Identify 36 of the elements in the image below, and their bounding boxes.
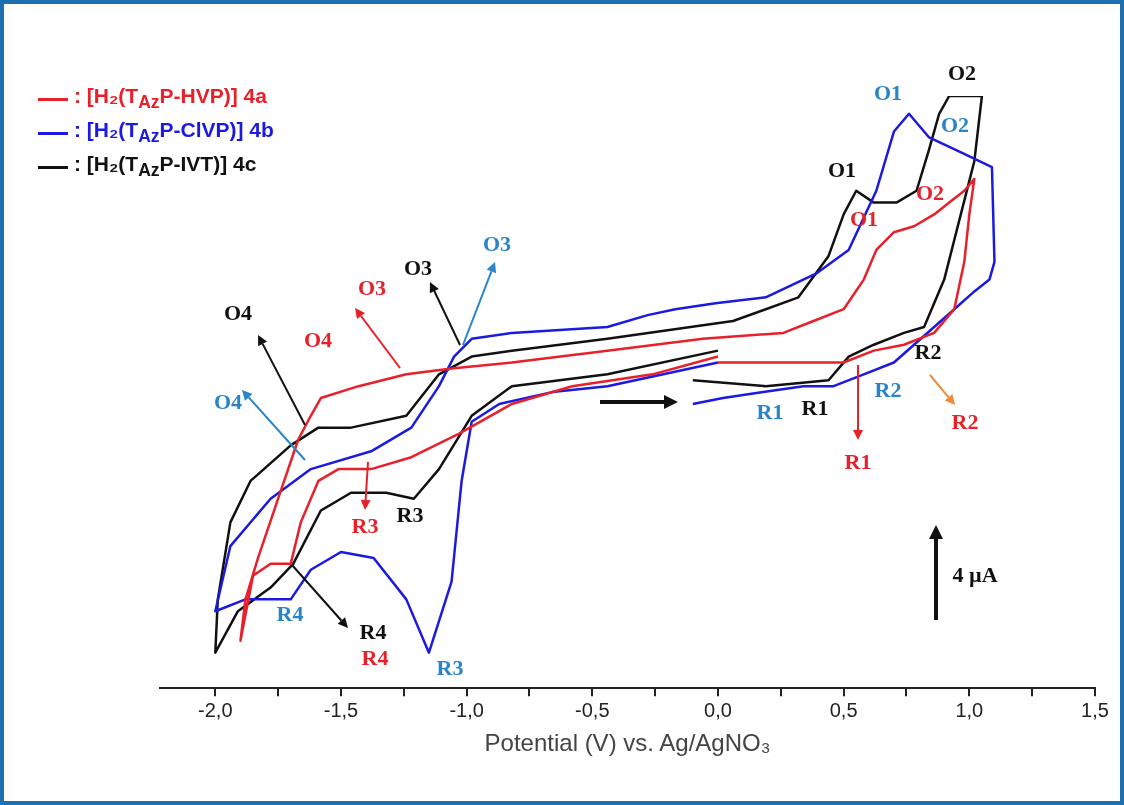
annotation: O4: [213, 389, 243, 415]
text: O2: [947, 60, 977, 86]
annotation: R3: [396, 502, 424, 528]
annotation: R3: [351, 513, 379, 539]
annotation: O2: [940, 112, 970, 138]
x-tick-label: 0,0: [704, 698, 732, 721]
annotation: O3: [482, 231, 512, 257]
x-axis-title: Potential (V) vs. Ag/AgNO₃: [484, 729, 771, 757]
x-tick-label: -0,5: [575, 698, 610, 721]
x-tick-label: -1,5: [323, 698, 359, 721]
annotation: R1: [801, 395, 829, 421]
annotation: 4 µA: [952, 562, 998, 588]
annotation: R4: [359, 619, 387, 645]
x-tick-label: 0,5: [829, 698, 858, 721]
legend-label: : [H₂(T$_{Az}$P-IVT)] 4c: [74, 152, 257, 182]
x-tick-label: 1,5: [1081, 698, 1109, 721]
annotation: O3: [403, 255, 433, 281]
annotation: O1: [827, 157, 857, 183]
annotation: R4: [276, 601, 304, 627]
annotation: O3: [357, 275, 387, 301]
annotation: O1: [873, 80, 903, 106]
annotation: O4: [223, 300, 253, 326]
annotation: R4: [361, 645, 389, 671]
annotation: R2: [914, 339, 942, 365]
x-tick-label: 1,0: [955, 698, 984, 721]
x-tick-label: -2,0: [198, 698, 233, 721]
annotation: R1: [844, 449, 872, 475]
annotation: R1: [756, 399, 784, 425]
legend-label: : [H₂(T$_{Az}$P-HVP)] 4a: [74, 84, 267, 114]
annotation: R3: [436, 655, 464, 681]
legend-label: : [H₂(T$_{Az}$P-ClVP)] 4b: [74, 118, 274, 148]
x-tick-label: -1,0: [449, 698, 484, 721]
annotation: O2: [915, 180, 945, 206]
annotation: R2: [951, 409, 979, 435]
annotation: O4: [303, 327, 333, 353]
annotation: R2: [874, 377, 902, 403]
